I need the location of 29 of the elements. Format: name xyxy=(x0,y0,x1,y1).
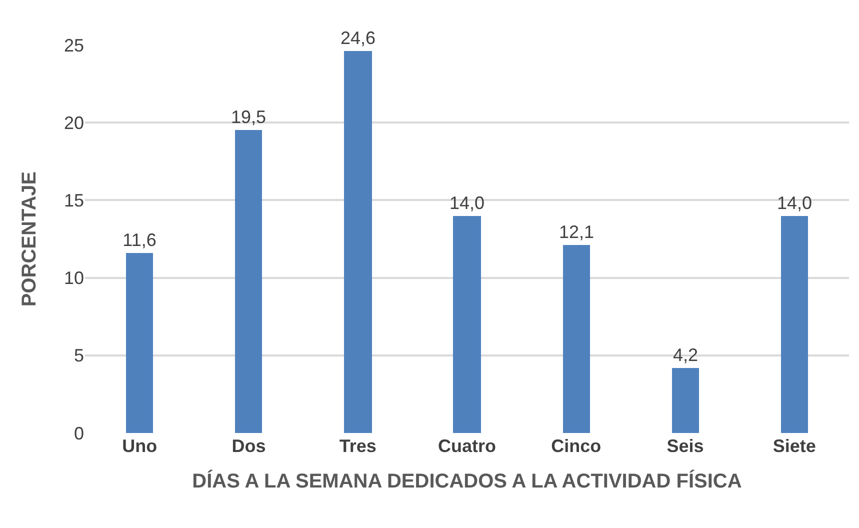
data-label: 11,6 xyxy=(122,230,156,250)
y-tick-label: 10 xyxy=(64,268,84,288)
y-tick-label: 5 xyxy=(74,346,84,366)
bar xyxy=(781,216,808,433)
x-tick-label: Siete xyxy=(772,436,816,456)
data-label: 12,1 xyxy=(558,222,594,242)
data-label: 14,0 xyxy=(449,193,485,213)
x-tick-label: Tres xyxy=(339,436,376,456)
y-tick-label: 0 xyxy=(74,423,84,444)
y-tick-label: 20 xyxy=(64,112,84,133)
x-axis-title: DÍAS A LA SEMANA DEDICADOS A LA ACTIVIDAD FÍSICA xyxy=(192,470,742,492)
data-label: 4,2 xyxy=(672,345,698,365)
data-label: 24,6 xyxy=(340,28,376,48)
y-tick-label: 15 xyxy=(64,190,84,210)
x-tick-label: Dos xyxy=(232,436,266,456)
x-tick-label: Uno xyxy=(122,436,158,456)
bar xyxy=(672,368,699,433)
bar xyxy=(453,216,481,433)
data-label: 19,5 xyxy=(230,107,266,127)
bar xyxy=(126,253,153,433)
bar xyxy=(563,245,590,433)
x-tick-label: Seis xyxy=(666,436,704,456)
x-tick-label: Cinco xyxy=(551,436,602,456)
bar xyxy=(344,51,372,433)
y-tick-label: 25 xyxy=(64,35,84,56)
y-axis-title: PORCENTAJE xyxy=(18,171,40,307)
bar xyxy=(235,130,262,433)
x-tick-label: Cuatro xyxy=(438,436,496,456)
data-label: 14,0 xyxy=(776,193,812,213)
